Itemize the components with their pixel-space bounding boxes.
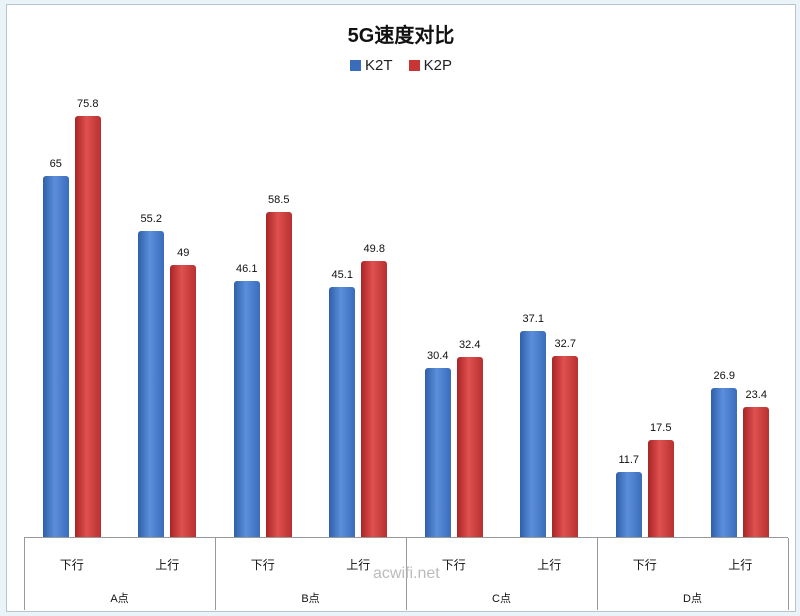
data-label-k2p: 32.7 (554, 337, 576, 350)
sub-category-label: 上行 (346, 558, 371, 572)
bar-k2p (456, 357, 483, 537)
sub-category-label: 下行 (441, 558, 466, 572)
data-label-k2p: 49.8 (363, 242, 385, 255)
bar-k2t (233, 281, 260, 537)
data-label-k2t: 65 (49, 158, 62, 171)
category-axis: 下行 上行 下行 上行 下行 上行 下行 上行 A点 B点 C点 D点 (24, 537, 789, 612)
bar-k2p (265, 212, 292, 537)
bar-k2p (170, 265, 197, 537)
data-label-k2t: 46.1 (236, 263, 258, 276)
bar-k2t (520, 331, 547, 537)
bar-k2p (743, 407, 770, 537)
legend-item-k2t: K2T (349, 57, 393, 74)
legend-swatch-k2t (349, 60, 361, 71)
group-category-label: B点 (301, 593, 320, 605)
bar-k2p (74, 116, 101, 537)
data-label-k2t: 30.4 (427, 350, 449, 363)
data-label-k2p: 75.8 (77, 98, 99, 111)
bar-k2p (361, 260, 388, 537)
group-category-label: D点 (683, 593, 702, 605)
chart-area: 5G速度对比 K2T K2P 65 75.8 55.2 49 46.1 58.5 45.1 4… (6, 4, 796, 612)
group-category-label: A点 (110, 593, 129, 605)
data-label-k2p: 17.5 (650, 421, 672, 434)
bar-k2t (711, 387, 738, 537)
legend-label-k2p: K2P (423, 57, 453, 74)
bar-k2t (329, 286, 356, 537)
axis-divider (24, 538, 25, 610)
bar-k2t (42, 176, 69, 537)
bar-k2t (424, 368, 451, 537)
sub-category-label: 下行 (250, 558, 275, 572)
sub-category-label: 下行 (632, 558, 657, 572)
data-label-k2p: 32.4 (459, 339, 481, 352)
sub-category-label: 上行 (537, 558, 562, 572)
axis-divider (597, 538, 598, 610)
bar-k2t (615, 472, 642, 537)
sub-category-label: 上行 (155, 558, 180, 572)
data-label-k2t: 11.7 (618, 454, 640, 467)
group-category-label: C点 (492, 593, 511, 605)
bar-k2p (647, 439, 674, 537)
legend: K2T K2P (7, 57, 795, 74)
data-label-k2p: 23.4 (745, 389, 767, 402)
legend-label-k2t: K2T (364, 57, 393, 74)
data-label-k2p: 49 (177, 247, 190, 260)
sub-category-label: 下行 (59, 558, 84, 572)
legend-swatch-k2p (408, 60, 420, 71)
chart-title: 5G速度对比 (347, 25, 455, 47)
bar-k2t (138, 230, 165, 537)
legend-item-k2p: K2P (408, 57, 453, 74)
axis-divider (788, 538, 789, 610)
watermark: acwifi.net (373, 565, 440, 582)
data-label-k2t: 37.1 (522, 313, 544, 326)
data-label-k2t: 55.2 (140, 212, 162, 225)
data-label-k2p: 58.5 (268, 194, 290, 207)
bar-k2p (552, 355, 579, 537)
sub-category-label: 上行 (728, 558, 753, 572)
axis-divider (406, 538, 407, 610)
data-label-k2t: 26.9 (713, 369, 735, 382)
plot-area: 65 75.8 55.2 49 46.1 58.5 45.1 49.8 30.4 32.4 37.1… (24, 5, 788, 537)
axis-divider (215, 538, 216, 610)
data-label-k2t: 45.1 (331, 268, 353, 281)
